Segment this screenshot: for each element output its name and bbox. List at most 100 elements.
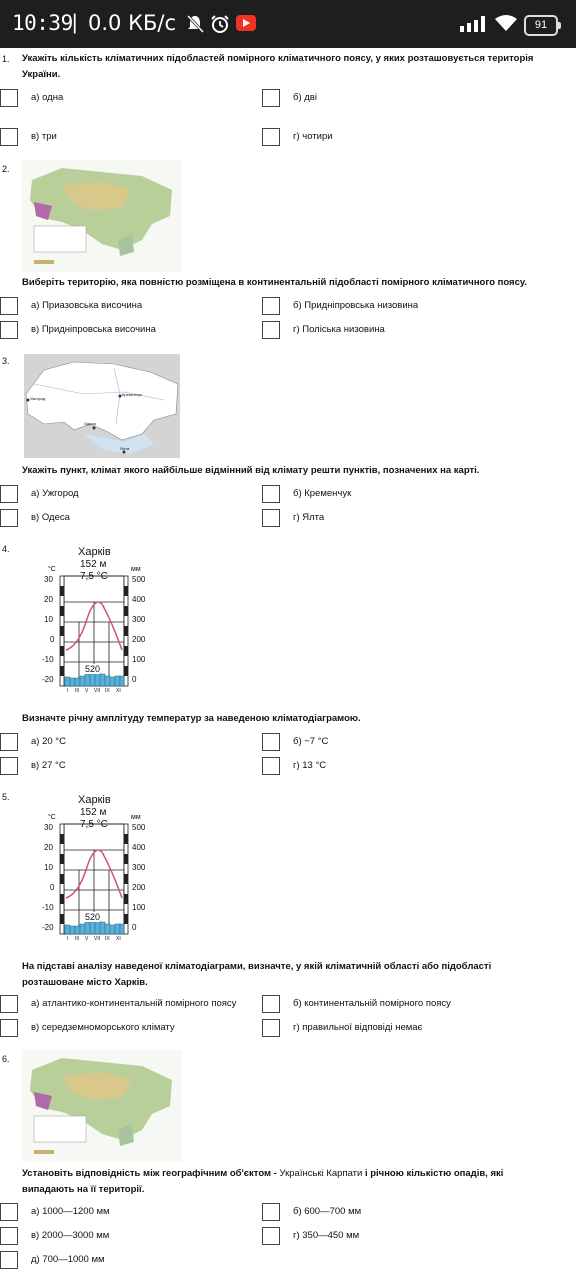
precip-unit: мм: [131, 814, 141, 821]
highlighted-object: Українські Карпати: [279, 1168, 363, 1179]
month-tick: V: [85, 688, 89, 694]
answer-checkbox[interactable]: [0, 509, 18, 527]
status-separator: |: [72, 11, 78, 34]
answer-checkbox[interactable]: [262, 995, 280, 1013]
answer-option[interactable]: а) Ужгород: [0, 485, 250, 503]
question-number: 6.: [2, 1054, 10, 1064]
answer-option[interactable]: д) 700—1000 мм: [0, 1251, 250, 1269]
precip-unit: мм: [131, 566, 141, 573]
answer-option[interactable]: в) 2000—3000 мм: [0, 1227, 250, 1245]
chart-mean-temp: 7,5 °С: [80, 819, 108, 830]
physical-map-image: [22, 160, 182, 272]
answer-option[interactable]: в) три: [0, 128, 250, 146]
alarm-icon: [211, 15, 229, 33]
precip-tick: 500: [132, 823, 146, 832]
temp-tick: -10: [42, 903, 54, 912]
answer-checkbox[interactable]: [262, 1019, 280, 1037]
map-label: Ялта: [120, 446, 130, 451]
chart-city: Харків: [78, 546, 111, 558]
chart-mean-temp: 7,5 °С: [80, 571, 108, 582]
answer-checkbox[interactable]: [0, 757, 18, 775]
status-time: 10:39: [12, 11, 73, 35]
month-tick: XI: [116, 936, 121, 942]
answer-option[interactable]: г) 350—450 мм: [262, 1227, 512, 1245]
answer-checkbox[interactable]: [262, 321, 280, 339]
month-tick: IX: [105, 688, 110, 694]
answer-checkbox[interactable]: [0, 321, 18, 339]
climatogram-chart: [59, 823, 129, 935]
answer-checkbox[interactable]: [0, 1019, 18, 1037]
question-text: Укажіть пункт, клімат якого найбільше ві…: [22, 465, 480, 476]
temp-tick: 0: [50, 883, 55, 892]
question-text: Установіть відповідність між географічни…: [22, 1168, 504, 1195]
question-number: 2.: [2, 164, 10, 174]
answer-checkbox[interactable]: [0, 485, 18, 503]
answer-checkbox[interactable]: [262, 89, 280, 107]
temp-tick: 20: [44, 843, 53, 852]
month-tick: IX: [105, 936, 110, 942]
answer-checkbox[interactable]: [262, 757, 280, 775]
month-tick: III: [75, 936, 80, 942]
answer-option[interactable]: б) 600—700 мм: [262, 1203, 512, 1221]
answer-option[interactable]: г) Ялта: [262, 509, 512, 527]
answer-checkbox[interactable]: [0, 1251, 18, 1269]
answer-option[interactable]: в) Одеса: [0, 509, 250, 527]
answer-checkbox[interactable]: [0, 128, 18, 146]
answer-option[interactable]: а) 1000—1200 мм: [0, 1203, 250, 1221]
answer-checkbox[interactable]: [0, 733, 18, 751]
question-number: 5.: [2, 792, 10, 802]
temp-tick: 30: [44, 823, 53, 832]
answer-option[interactable]: а) Приазовська височина: [0, 297, 250, 315]
answer-option[interactable]: г) правильної відповіді немає: [262, 1019, 512, 1037]
answer-checkbox[interactable]: [0, 89, 18, 107]
precip-tick: 200: [132, 635, 146, 644]
answer-checkbox[interactable]: [262, 509, 280, 527]
answer-option[interactable]: а) одна: [0, 89, 250, 107]
map-label: Кременчук: [122, 392, 142, 397]
youtube-icon: [236, 15, 256, 31]
temp-tick: 0: [50, 635, 55, 644]
outline-map-image: Ужгород Кременчук Одеса Ялта: [24, 354, 180, 458]
month-tick: I: [67, 688, 69, 694]
answer-checkbox[interactable]: [262, 128, 280, 146]
answer-option[interactable]: в) Придніпровська височина: [0, 321, 250, 339]
temp-tick: -20: [42, 923, 54, 932]
answer-option[interactable]: б) Придніпровська низовина: [262, 297, 512, 315]
answer-option[interactable]: а) 20 °С: [0, 733, 250, 751]
answer-option[interactable]: в) середземноморського клімату: [0, 1019, 250, 1037]
answer-checkbox[interactable]: [262, 1227, 280, 1245]
answer-checkbox[interactable]: [0, 995, 18, 1013]
question-number: 1.: [2, 54, 10, 64]
answer-checkbox[interactable]: [0, 1227, 18, 1245]
answer-option[interactable]: г) чотири: [262, 128, 512, 146]
answer-option[interactable]: г) Поліська низовина: [262, 321, 512, 339]
question-number: 4.: [2, 544, 10, 554]
question-text: Визначте річну амплітуду температур за н…: [22, 713, 361, 724]
answer-option[interactable]: б) континентальній помірного поясу: [262, 995, 512, 1013]
temp-tick: 10: [44, 615, 53, 624]
map-label: Одеса: [84, 421, 96, 426]
question-text: Укажіть кількість кліматичних підобласте…: [22, 53, 534, 80]
answer-option[interactable]: в) 27 °С: [0, 757, 250, 775]
answer-checkbox[interactable]: [262, 485, 280, 503]
precip-total: 520: [85, 664, 101, 674]
chart-city: Харків: [78, 794, 111, 806]
answer-checkbox[interactable]: [0, 297, 18, 315]
answer-option[interactable]: б) дві: [262, 89, 512, 107]
answer-checkbox[interactable]: [262, 733, 280, 751]
battery-indicator: 91: [524, 15, 561, 36]
answer-checkbox[interactable]: [262, 297, 280, 315]
answer-checkbox[interactable]: [262, 1203, 280, 1221]
temp-tick: -10: [42, 655, 54, 664]
month-tick: VII: [94, 936, 101, 942]
month-tick: III: [75, 688, 80, 694]
precip-tick: 400: [132, 595, 146, 604]
precip-tick: 100: [132, 655, 146, 664]
answer-option[interactable]: б) −7 °С: [262, 733, 512, 751]
temp-tick: 30: [44, 575, 53, 584]
answer-checkbox[interactable]: [0, 1203, 18, 1221]
answer-option[interactable]: б) Кременчук: [262, 485, 512, 503]
answer-option[interactable]: г) 13 °С: [262, 757, 512, 775]
answer-option[interactable]: а) атлантико-континентальній помірного п…: [0, 995, 258, 1013]
chart-elevation: 152 м: [80, 559, 107, 570]
